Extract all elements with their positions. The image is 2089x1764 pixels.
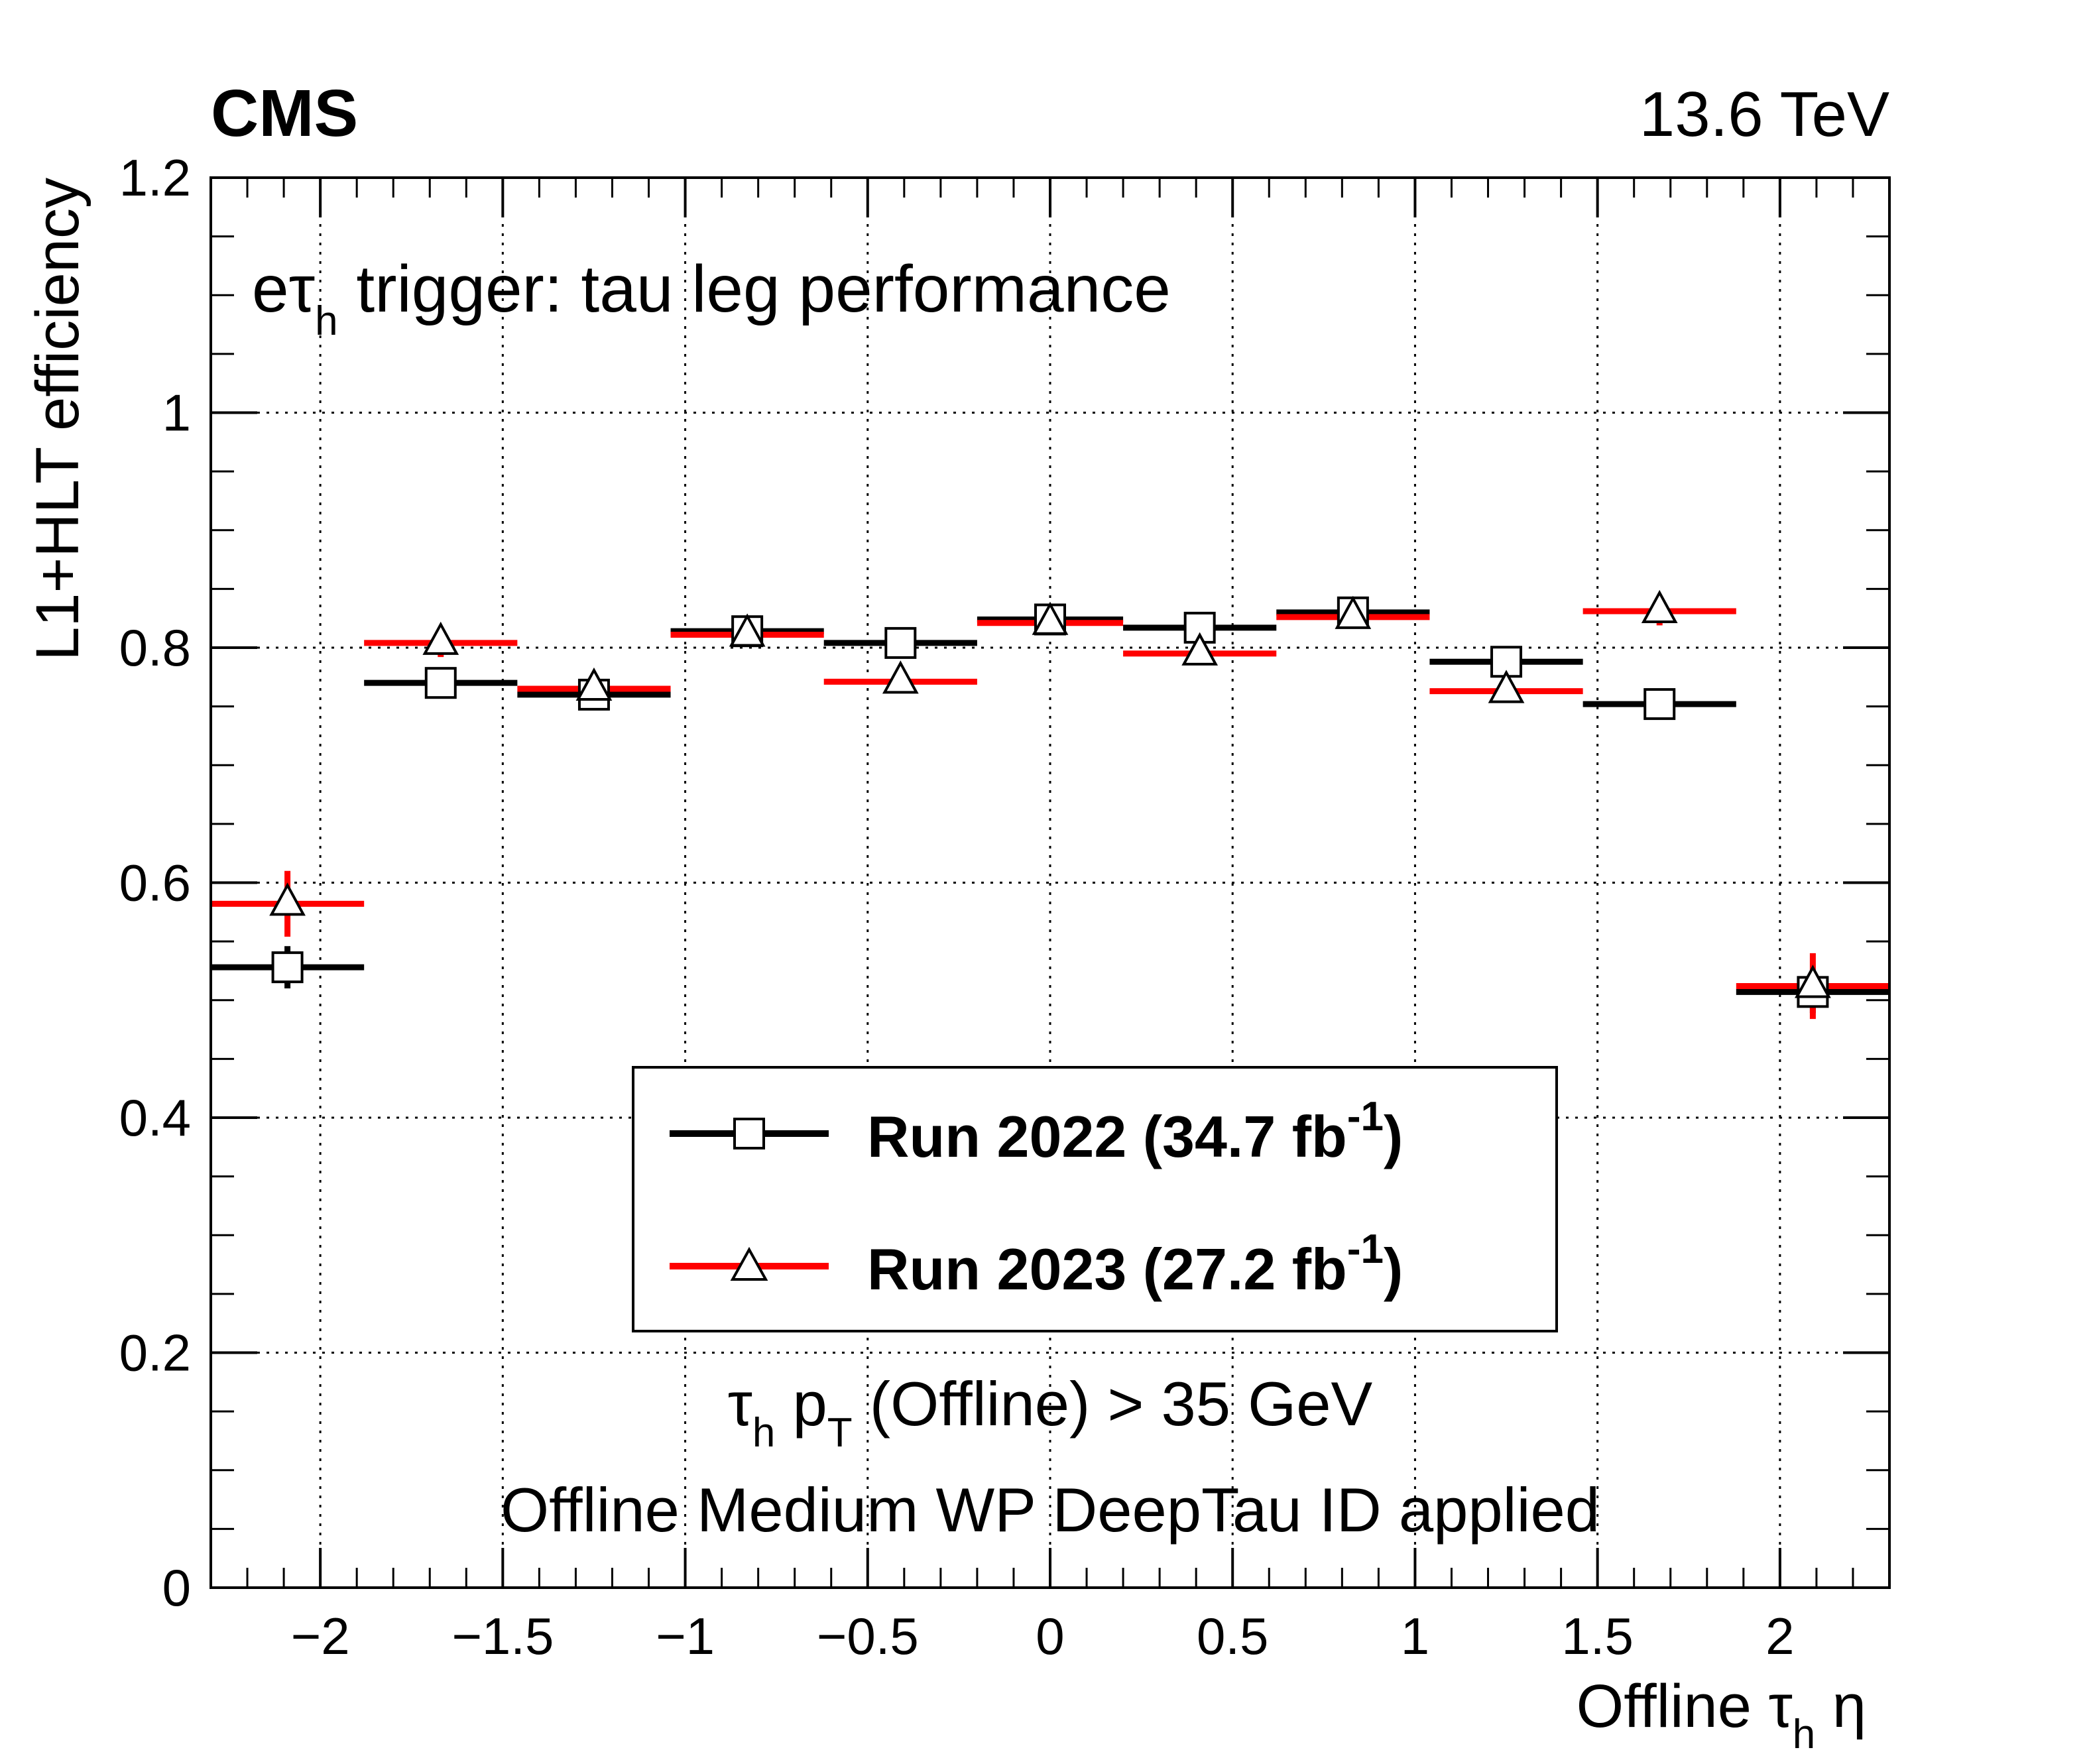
legend-marker-triangle (730, 1246, 768, 1281)
series-1-point (882, 660, 919, 694)
panel-title: eτh trigger: tau leg performance (252, 252, 1171, 344)
series-1-point (1032, 601, 1069, 635)
legend-label-2022: Run 2022 (34.7 fb-1) (867, 1094, 1403, 1169)
experiment-label: CMS (211, 76, 358, 150)
x-tick-label: −1.5 (451, 1607, 554, 1665)
x-tick-label: 1.5 (1561, 1607, 1633, 1665)
y-tick-label: 0.6 (119, 854, 191, 912)
series-1-point (422, 621, 459, 655)
series-0-point (424, 667, 457, 699)
series-0-point (884, 626, 917, 659)
y-axis-title: L1+HLT efficiency (24, 178, 91, 661)
series-1-point (575, 667, 613, 701)
x-tick-label: −1 (656, 1607, 715, 1665)
tick-labels: −2 −1.5 −1 −0.5 0 0.5 1 1.5 2 0 0.2 0.4 0.6 0.8 1 1.2 (119, 148, 1795, 1665)
energy-label: 13.6 TeV (1640, 79, 1889, 150)
y-tick-label: 1.2 (119, 148, 191, 207)
legend: Run 2022 (34.7 fb-1) Run 2023 (27.2 fb-1… (632, 1066, 1558, 1332)
x-tick-label: 2 (1765, 1607, 1794, 1665)
x-tick-label: 1 (1401, 1607, 1429, 1665)
x-tick-label: 0 (1036, 1607, 1064, 1665)
note-id: Offline Medium WP DeepTau ID applied (501, 1475, 1600, 1545)
series-1-point (1181, 632, 1219, 666)
y-tick-label: 0.8 (119, 618, 191, 677)
y-tick-label: 0.4 (119, 1088, 191, 1147)
series-1-point (1335, 595, 1372, 629)
series-1-point (1488, 670, 1525, 703)
series-1-point (269, 882, 306, 916)
data-marks (211, 589, 1889, 1020)
legend-label-2023: Run 2023 (27.2 fb-1) (867, 1226, 1403, 1302)
series-0-point (1643, 688, 1676, 721)
axis-ticks (209, 176, 1891, 1589)
series-0-point (271, 951, 304, 984)
series-1-point (1641, 589, 1678, 624)
y-tick-label: 1 (162, 384, 191, 442)
legend-marker-square (733, 1118, 765, 1149)
legend-box (632, 1066, 1558, 1332)
series-1-point (1795, 965, 1831, 998)
x-tick-label: 0.5 (1197, 1607, 1268, 1665)
y-tick-label: 0 (162, 1558, 191, 1617)
note-pt-cut: τh pT (Offline) > 35 GeV (728, 1369, 1373, 1456)
plot-frame (209, 176, 1891, 1589)
x-axis-title: Offline τh η (1577, 1673, 1866, 1757)
x-tick-label: −0.5 (817, 1607, 919, 1665)
series-1-point (729, 613, 766, 647)
y-tick-label: 0.2 (119, 1324, 191, 1382)
x-tick-label: −2 (291, 1607, 350, 1665)
